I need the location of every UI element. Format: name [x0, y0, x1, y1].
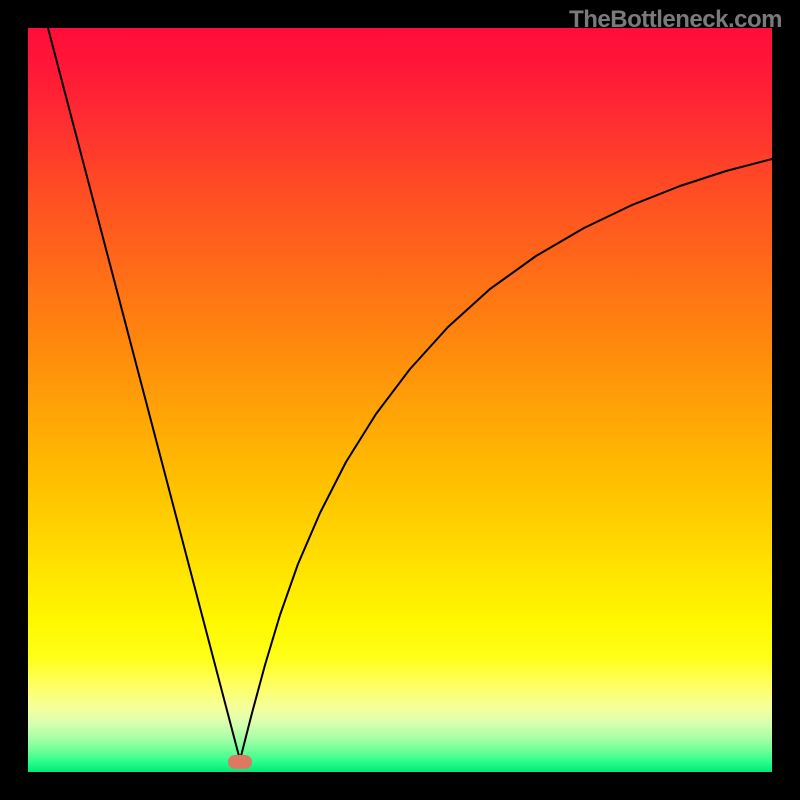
- chart-svg: [0, 0, 800, 800]
- minimum-marker: [228, 755, 252, 769]
- plot-background: [28, 28, 772, 772]
- watermark-text: TheBottleneck.com: [569, 6, 782, 34]
- chart-root: TheBottleneck.com: [0, 0, 800, 800]
